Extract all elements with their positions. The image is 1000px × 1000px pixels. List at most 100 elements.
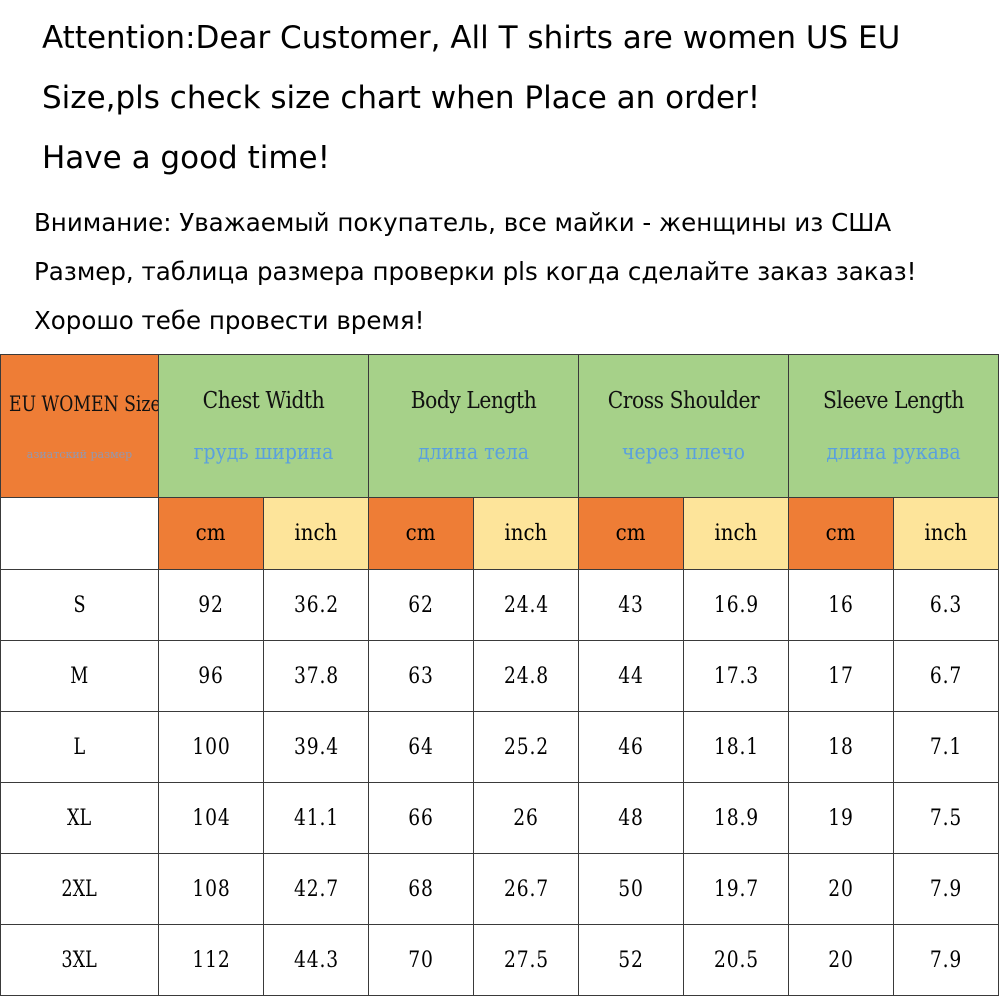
- measurement-value: 19.7: [713, 876, 759, 902]
- measurement-value: 63: [408, 663, 434, 689]
- measurement-value: 20: [828, 876, 854, 902]
- measurement-value: 70: [408, 947, 434, 973]
- measurement-value: 7.9: [929, 947, 963, 973]
- notice-en-line-2: Size,pls check size chart when Place an …: [42, 80, 761, 116]
- size-rows: S 92 36.2 62 24.4 43 16.9 16 6.3 M 96 37.8 63 24.8 44 1…: [0, 569, 1000, 996]
- measurement-value: 20.5: [713, 947, 759, 973]
- measurement-cell: 7.5: [893, 782, 1000, 854]
- corner-header-cell: EU WOMEN Size азиатский размер: [0, 354, 159, 498]
- measurement-value: 50: [618, 876, 644, 902]
- unit-cell: cm: [788, 497, 895, 570]
- size-label: XL: [67, 805, 92, 831]
- unit-cell: cm: [578, 497, 685, 570]
- header-en-label: Body Length: [410, 388, 537, 414]
- measurement-cell: 96: [158, 640, 264, 712]
- measurement-cell: 20: [788, 853, 895, 925]
- measurement-value: 96: [198, 663, 224, 689]
- header-ru-label: через плечо: [622, 440, 745, 464]
- size-label: 3XL: [61, 947, 98, 973]
- measurement-cell: 16.9: [683, 569, 790, 641]
- units-row: cm inch cm inch cm inch cm inch: [0, 497, 1000, 570]
- size-chart-table: EU WOMEN Size азиатский размер Chest Wid…: [0, 354, 1000, 996]
- unit-label: inch: [504, 521, 548, 546]
- size-row: 2XL 108 42.7 68 26.7 50 19.7 20 7.9: [0, 853, 1000, 925]
- measurement-cell: 92: [158, 569, 264, 641]
- measurement-cell: 26: [473, 782, 580, 854]
- measurement-cell: 6.3: [893, 569, 1000, 641]
- measurement-value: 39.4: [293, 734, 339, 760]
- measurement-cell: 24.8: [473, 640, 580, 712]
- measurement-value: 27.5: [503, 947, 549, 973]
- measurement-cell: 27.5: [473, 924, 580, 996]
- measurement-value: 48: [618, 805, 644, 831]
- measurement-cell: 25.2: [473, 711, 580, 783]
- measurement-value: 68: [408, 876, 434, 902]
- measurement-value: 41.1: [293, 805, 339, 831]
- measurement-cell: 7.9: [893, 924, 1000, 996]
- measurement-cell: 48: [578, 782, 685, 854]
- measurement-value: 37.8: [293, 663, 339, 689]
- notice-ru-line-2: Размер, таблица размера проверки pls ког…: [34, 257, 917, 286]
- measurement-value: 20: [828, 947, 854, 973]
- measurement-value: 92: [198, 592, 224, 618]
- size-cell: 3XL: [0, 924, 159, 996]
- measurement-value: 42.7: [293, 876, 339, 902]
- unit-cell: inch: [683, 497, 790, 570]
- measurement-value: 36.2: [293, 592, 339, 618]
- measurement-cell: 39.4: [262, 711, 370, 783]
- measurement-cell: 100: [158, 711, 264, 783]
- header-chest-width: Chest Width грудь ширина: [157, 354, 370, 498]
- corner-sublabel: азиатский размер: [26, 447, 133, 461]
- measurement-cell: 112: [158, 924, 264, 996]
- measurement-value: 7.5: [929, 805, 963, 831]
- notice-en-line-1: Attention:Dear Customer, All T shirts ar…: [42, 20, 901, 56]
- size-row: S 92 36.2 62 24.4 43 16.9 16 6.3: [0, 569, 1000, 641]
- header-en-label: Sleeve Length: [823, 388, 965, 414]
- measurement-value: 19: [828, 805, 854, 831]
- measurement-cell: 70: [368, 924, 475, 996]
- header-en-label: Chest Width: [202, 388, 325, 414]
- measurement-cell: 52: [578, 924, 685, 996]
- unit-cell: cm: [158, 497, 264, 570]
- measurement-cell: 50: [578, 853, 685, 925]
- measurement-value: 26.7: [503, 876, 549, 902]
- header-row: EU WOMEN Size азиатский размер Chest Wid…: [0, 354, 1000, 498]
- measurement-value: 108: [191, 876, 231, 902]
- measurement-cell: 20: [788, 924, 895, 996]
- unit-label: cm: [616, 521, 646, 546]
- measurement-value: 7.9: [929, 876, 963, 902]
- measurement-cell: 24.4: [473, 569, 580, 641]
- measurement-cell: 6.7: [893, 640, 1000, 712]
- units-blank-cell: [0, 497, 159, 570]
- measurement-value: 24.4: [503, 592, 549, 618]
- measurement-cell: 20.5: [683, 924, 790, 996]
- measurement-cell: 18.1: [683, 711, 790, 783]
- measurement-value: 46: [618, 734, 644, 760]
- measurement-value: 104: [191, 805, 231, 831]
- unit-cell: inch: [262, 497, 370, 570]
- size-label: S: [73, 592, 86, 618]
- notice-ru-line-3: Хорошо тебе провести время!: [34, 306, 425, 335]
- measurement-cell: 62: [368, 569, 475, 641]
- measurement-value: 100: [191, 734, 231, 760]
- measurement-cell: 7.9: [893, 853, 1000, 925]
- measurement-value: 16.9: [713, 592, 759, 618]
- unit-label: cm: [196, 521, 226, 546]
- measurement-value: 6.7: [929, 663, 963, 689]
- size-label: 2XL: [61, 876, 98, 902]
- notice-en-line-3: Have a good time!: [42, 140, 331, 176]
- size-label: M: [70, 663, 89, 689]
- measurement-cell: 19: [788, 782, 895, 854]
- measurement-cell: 63: [368, 640, 475, 712]
- measurement-cell: 108: [158, 853, 264, 925]
- measurement-value: 52: [618, 947, 644, 973]
- unit-cell: inch: [473, 497, 580, 570]
- measurement-cell: 68: [368, 853, 475, 925]
- unit-label: cm: [826, 521, 856, 546]
- measurement-value: 44: [618, 663, 644, 689]
- size-row: XL 104 41.1 66 26 48 18.9 19 7.5: [0, 782, 1000, 854]
- measurement-cell: 42.7: [262, 853, 370, 925]
- size-cell: M: [0, 640, 159, 712]
- measurement-value: 44.3: [293, 947, 339, 973]
- measurement-value: 18: [828, 734, 854, 760]
